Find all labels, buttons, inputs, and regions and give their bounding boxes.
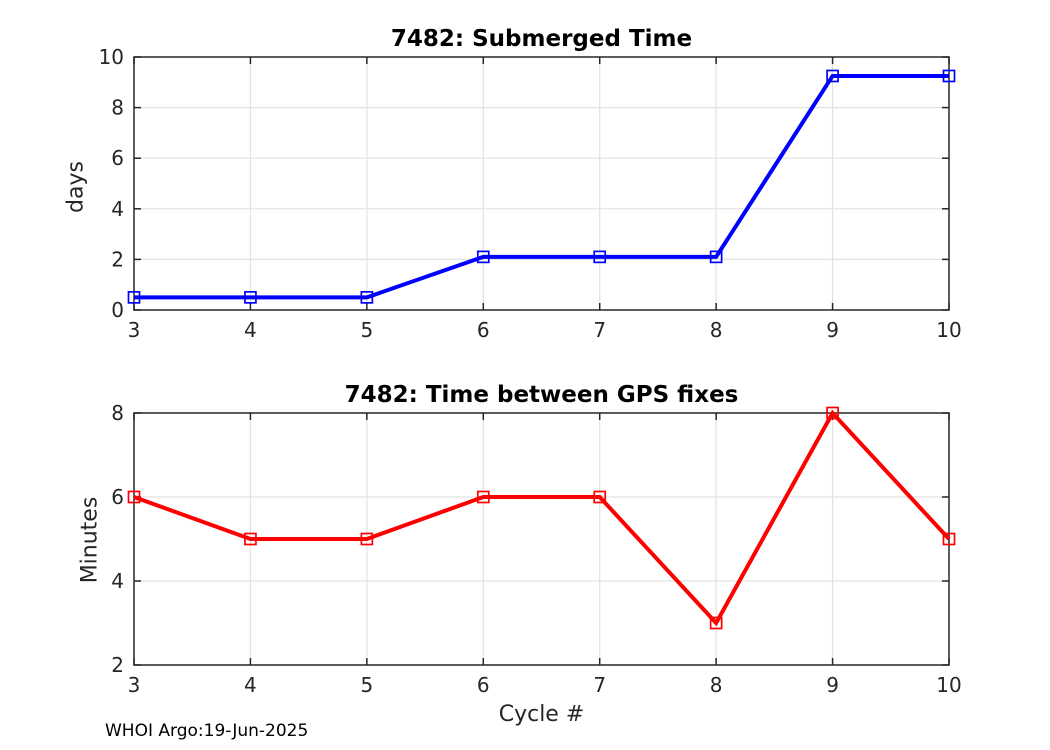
data-point-marker — [826, 69, 839, 83]
data-point-marker — [942, 532, 956, 546]
x-tick-label: 7 — [593, 673, 606, 697]
axis-box — [133, 56, 950, 311]
data-point-marker — [476, 490, 490, 504]
y-tick-label: 0 — [111, 298, 124, 322]
y-tick-label: 2 — [111, 247, 124, 271]
y-tick-label: 6 — [111, 146, 124, 170]
y-tick-label: 8 — [111, 401, 124, 425]
y-tick-label: 4 — [111, 197, 124, 221]
data-point-marker — [360, 291, 374, 304]
days-axis-label: days — [63, 161, 89, 213]
y-tick-label: 8 — [111, 96, 124, 120]
gps-fixes-title: 7482: Time between GPS fixes — [344, 382, 739, 408]
submerged-time-title: 7482: Submerged Time — [390, 26, 693, 52]
x-tick-label: 5 — [360, 673, 373, 697]
data-point-marker — [593, 250, 607, 264]
x-tick-label: 6 — [477, 673, 490, 697]
data-point-marker — [942, 69, 956, 83]
x-tick-label: 10 — [936, 318, 961, 342]
y-tick-label: 10 — [99, 45, 124, 69]
x-tick-label: 4 — [244, 673, 257, 697]
data-line — [133, 409, 951, 627]
submerged-time-chart: 3 4 5 6 7 8 9 10 0 2 4 6 8 10 — [99, 45, 962, 342]
data-point-marker — [244, 532, 257, 546]
x-tick-label: 5 — [360, 318, 373, 342]
x-tick-label: 6 — [477, 318, 490, 342]
data-point-marker — [360, 532, 374, 546]
x-tick-label: 8 — [710, 318, 723, 342]
data-point-marker — [127, 490, 141, 504]
x-tick-label: 4 — [244, 318, 257, 342]
minutes-axis-label: Minutes — [77, 496, 103, 584]
x-tick-label: 9 — [826, 673, 839, 697]
x-tick-label: 7 — [593, 318, 606, 342]
data-line — [134, 73, 949, 300]
data-point-marker — [826, 406, 839, 420]
data-point-marker — [593, 490, 607, 504]
data-point-marker — [709, 250, 723, 264]
footer-text: WHOI Argo:19-Jun-2025 — [105, 721, 309, 741]
x-tick-label: 10 — [936, 673, 961, 697]
data-point-marker — [709, 616, 723, 630]
data-point-marker — [476, 250, 490, 264]
x-tick-label: 3 — [128, 318, 141, 342]
axis-box — [133, 412, 950, 666]
cycle-axis-label: Cycle # — [498, 702, 585, 727]
y-tick-label: 4 — [111, 569, 124, 593]
data-point-marker — [244, 291, 257, 304]
x-tick-label: 8 — [710, 673, 723, 697]
y-tick-label: 2 — [111, 653, 124, 677]
y-tick-label: 6 — [111, 485, 124, 509]
x-tick-label: 3 — [128, 673, 141, 697]
data-point-marker — [127, 291, 141, 304]
x-tick-label: 9 — [826, 318, 839, 342]
